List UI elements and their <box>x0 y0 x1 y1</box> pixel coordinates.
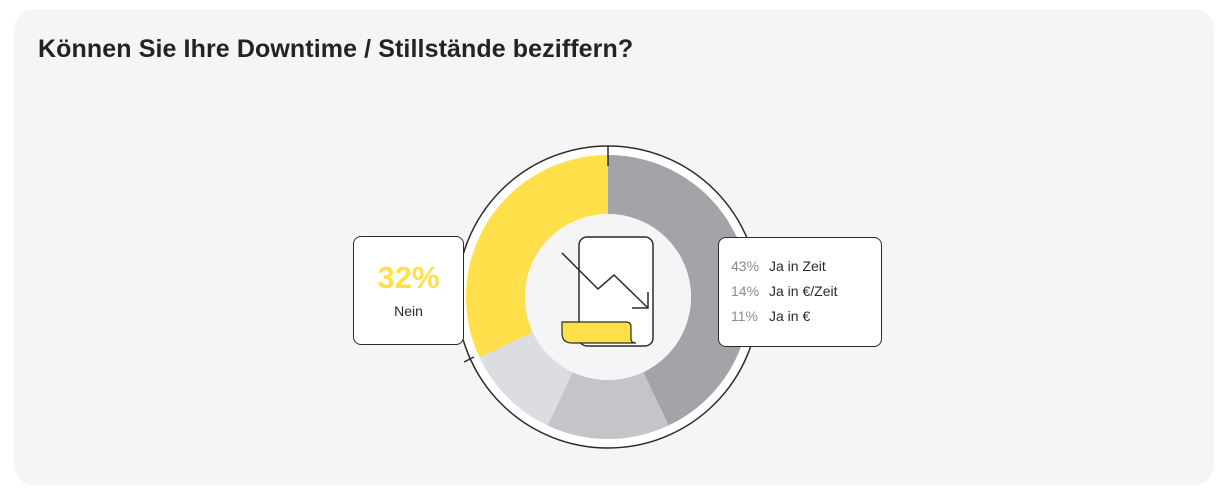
legend-label: Ja in €/Zeit <box>769 283 838 299</box>
declining-chart-icon <box>561 236 654 347</box>
donut-slice-ja-in-zeit <box>608 155 750 426</box>
legend-row-ja-in-zeit: 43% Ja in Zeit <box>731 254 881 279</box>
donut-slice-ja-in-zeit <box>547 372 669 439</box>
donut-slice-nein <box>466 155 608 358</box>
nein-label: Nein <box>394 303 423 319</box>
legend-label: Ja in € <box>769 308 811 324</box>
legend-label: Ja in Zeit <box>769 258 826 274</box>
legend-value: 14% <box>731 283 760 299</box>
nein-percent: 32% <box>377 260 440 295</box>
legend-value: 43% <box>731 258 760 274</box>
legend-row-ja-in-euro: 11% Ja in € <box>731 304 881 329</box>
legend-value: 11% <box>731 308 758 324</box>
slice-divider <box>463 356 475 363</box>
donut-slices <box>466 155 750 439</box>
nein-callout: 32% Nein <box>353 236 464 345</box>
chart-title: Können Sie Ihre Downtime / Stillstände b… <box>38 35 634 63</box>
legend-row-ja-in-euro-zeit: 14% Ja in €/Zeit <box>731 279 881 304</box>
donut-slice-ja-in <box>479 332 573 426</box>
ja-legend-callout: 43% Ja in Zeit 14% Ja in €/Zeit 11% Ja in € <box>718 237 882 347</box>
